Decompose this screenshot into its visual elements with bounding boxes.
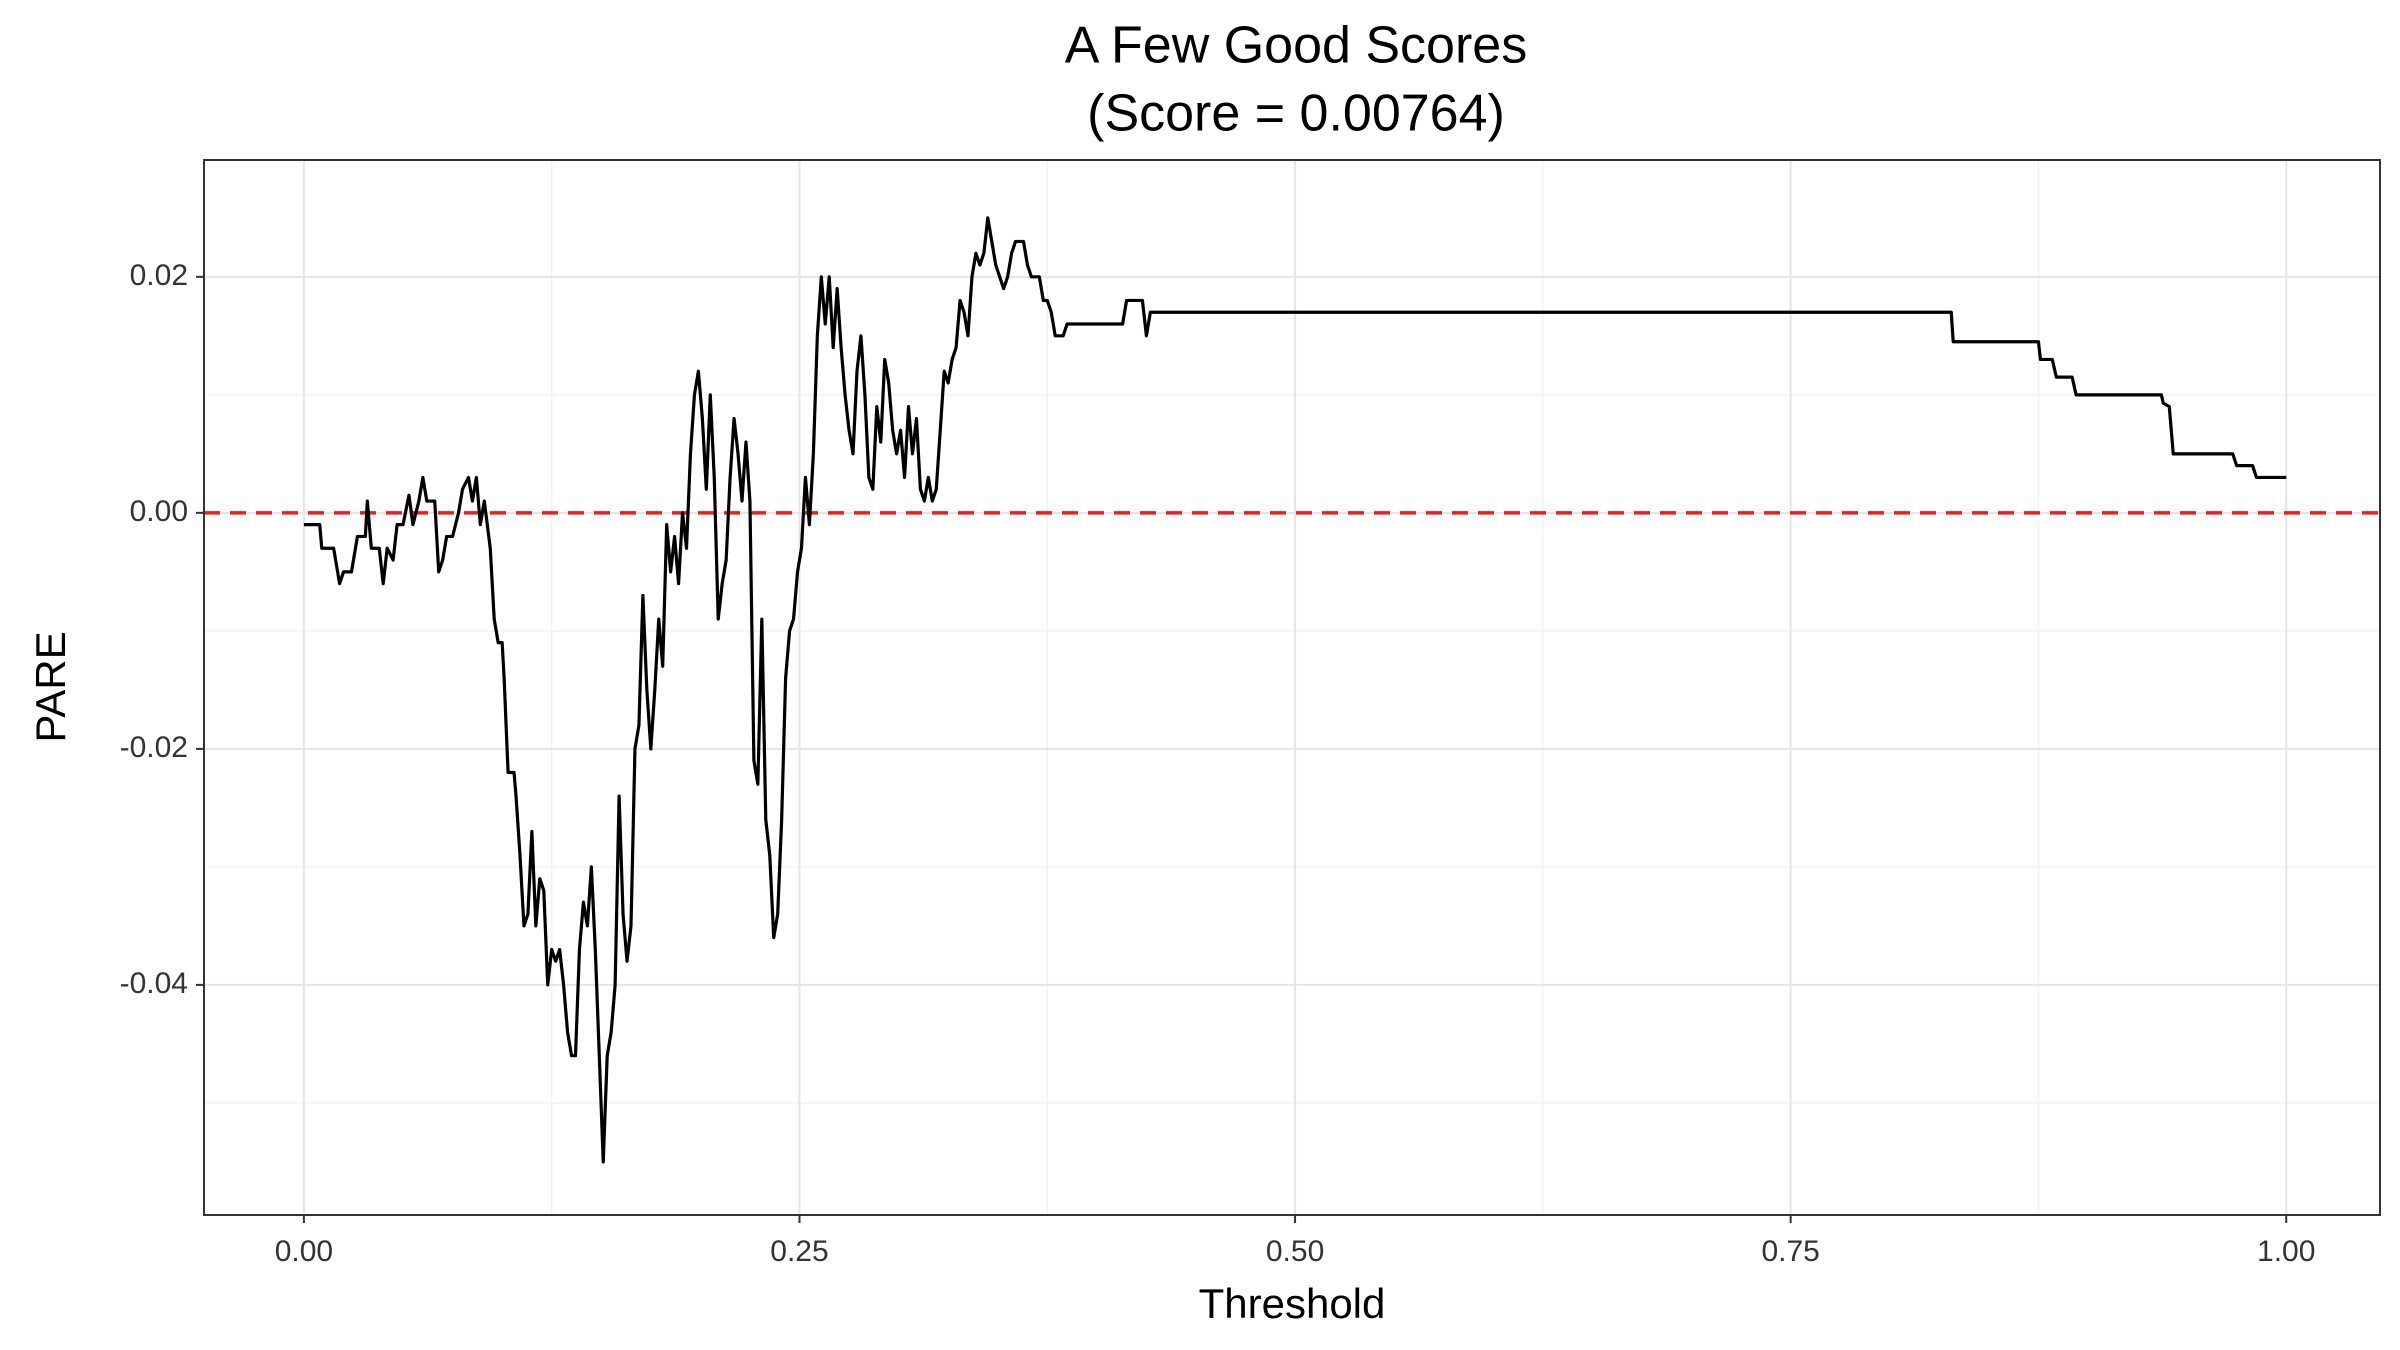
chart-title: A Few Good Scores <box>1065 17 1527 75</box>
y-axis-title: PARE <box>27 631 74 742</box>
y-tick-label: -0.02 <box>120 731 188 764</box>
plot-border <box>203 159 2381 1216</box>
data-line <box>303 216 2287 1164</box>
x-tick-label: 0.50 <box>1266 1235 1324 1268</box>
y-tick-label: 0.02 <box>130 259 188 292</box>
chart-subtitle: (Score = 0.00764) <box>1087 85 1505 143</box>
plot-area <box>204 160 2380 1215</box>
y-tick-label: 0.00 <box>130 495 188 528</box>
x-tick-label: 0.75 <box>1761 1235 1819 1268</box>
x-axis-title: Threshold <box>1199 1280 1386 1327</box>
x-tick-label: 0.25 <box>770 1235 828 1268</box>
x-tick-label: 0.00 <box>275 1235 333 1268</box>
x-tick-label: 1.00 <box>2257 1235 2315 1268</box>
y-tick-label: -0.04 <box>120 967 188 1000</box>
